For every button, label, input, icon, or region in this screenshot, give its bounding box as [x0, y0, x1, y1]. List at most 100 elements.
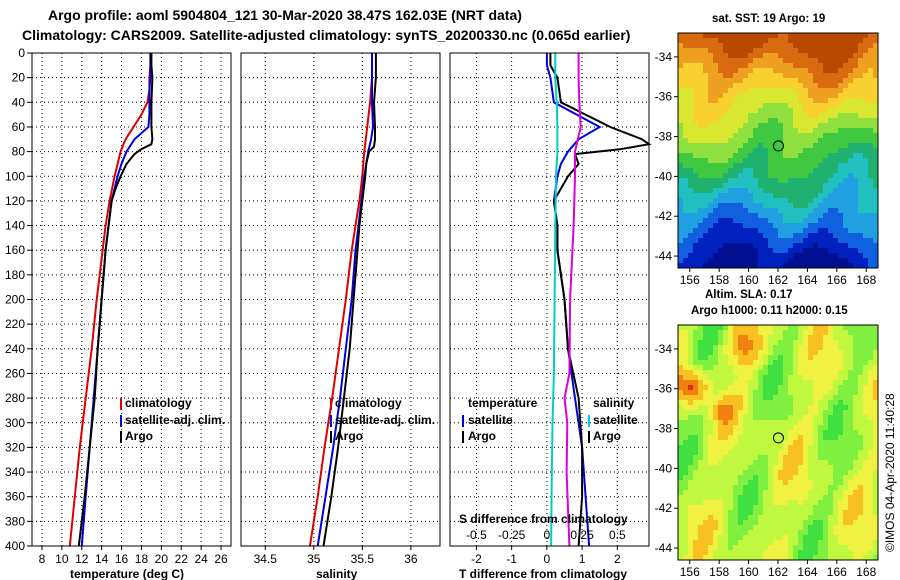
map-cell [763, 395, 769, 401]
map-cell [708, 63, 714, 69]
map-cell [678, 158, 684, 164]
map-cell [858, 88, 864, 94]
map-cell [818, 158, 824, 164]
map-cell [873, 405, 879, 411]
map-cell [703, 505, 709, 511]
map-cell [823, 395, 829, 401]
map-cell [733, 33, 739, 39]
map-cell [773, 203, 779, 209]
map-cell [828, 505, 834, 511]
map-cell [718, 118, 724, 124]
map-cell [748, 208, 754, 214]
map-cell [718, 243, 724, 249]
map-cell [858, 248, 864, 254]
map-cell [788, 375, 794, 381]
map-cell [753, 123, 759, 129]
map-cell [693, 505, 699, 511]
map-cell [708, 163, 714, 169]
map-cell [818, 208, 824, 214]
map-cell [818, 43, 824, 49]
map-cell [743, 470, 749, 476]
map-cell [753, 555, 759, 561]
map-cell [788, 530, 794, 536]
map-cell [718, 435, 724, 441]
map-cell [873, 138, 879, 144]
map-cell [803, 63, 809, 69]
map-cell [748, 53, 754, 59]
map-cell [863, 133, 869, 139]
map-cell [798, 350, 804, 356]
map-cell [858, 515, 864, 521]
map-cell [833, 253, 839, 259]
map-cell [793, 188, 799, 194]
map-cell [713, 535, 719, 541]
map-cell [868, 345, 874, 351]
map-cell [823, 390, 829, 396]
map-cell [778, 178, 784, 184]
map-cell [693, 68, 699, 74]
map-cell [848, 178, 854, 184]
map-cell [723, 525, 729, 531]
s-diff-tick-label: 0.5 [609, 528, 626, 542]
map-cell [813, 113, 819, 119]
map-cell [773, 43, 779, 49]
map-cell [873, 103, 879, 109]
map-cell [853, 465, 859, 471]
map-cell [833, 455, 839, 461]
map-cell [833, 375, 839, 381]
map-cell [808, 93, 814, 99]
map-cell [753, 238, 759, 244]
map-cell [728, 440, 734, 446]
map-cell [703, 395, 709, 401]
y-tick-label: 360 [5, 490, 25, 504]
map-cell [808, 490, 814, 496]
map-cell [688, 238, 694, 244]
map-cell [798, 355, 804, 361]
map-cell [763, 420, 769, 426]
map-cell [803, 253, 809, 259]
map-cell [873, 258, 879, 264]
map-cell [693, 133, 699, 139]
map-cell [858, 330, 864, 336]
map-cell [768, 53, 774, 59]
map-cell [768, 148, 774, 154]
map-cell [683, 123, 689, 129]
map-cell [678, 475, 684, 481]
map-cell [748, 460, 754, 466]
map-cell [723, 78, 729, 84]
map-cell [778, 545, 784, 551]
map-cell [833, 520, 839, 526]
map-cell [728, 520, 734, 526]
map-cell [728, 213, 734, 219]
map-cell [838, 450, 844, 456]
map-cell [848, 223, 854, 229]
map-cell [803, 365, 809, 371]
map-cell [738, 360, 744, 366]
map-cell [848, 460, 854, 466]
map-cell [758, 48, 764, 54]
map-cell [788, 208, 794, 214]
map-cell [783, 480, 789, 486]
map-cell [763, 510, 769, 516]
map-cell [698, 108, 704, 114]
map-cell [823, 218, 829, 224]
map-cell [703, 243, 709, 249]
map-cell [678, 550, 684, 556]
map-cell [718, 153, 724, 159]
map-cell [793, 43, 799, 49]
map-cell [723, 173, 729, 179]
map-cell [823, 475, 829, 481]
map-cell [718, 420, 724, 426]
map-cell [828, 325, 834, 331]
map-cell [793, 193, 799, 199]
map-cell [683, 258, 689, 264]
map-cell [798, 233, 804, 239]
map-cell [873, 375, 879, 381]
map-cell [773, 98, 779, 104]
map-cell [823, 445, 829, 451]
map-cell [773, 550, 779, 556]
map-cell [828, 138, 834, 144]
map-cell [683, 78, 689, 84]
map-cell [748, 218, 754, 224]
map-cell [803, 223, 809, 229]
